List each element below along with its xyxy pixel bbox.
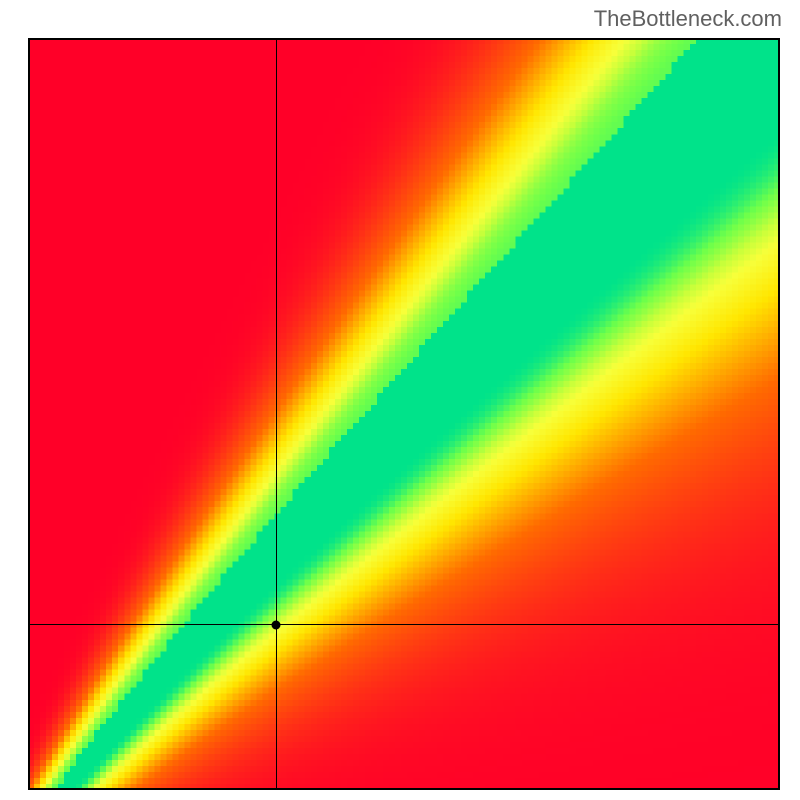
plot-border — [28, 38, 780, 790]
crosshair-marker — [272, 620, 281, 629]
crosshair-vertical — [276, 38, 277, 790]
attribution-label: TheBottleneck.com — [594, 6, 782, 32]
crosshair-horizontal — [28, 624, 780, 625]
